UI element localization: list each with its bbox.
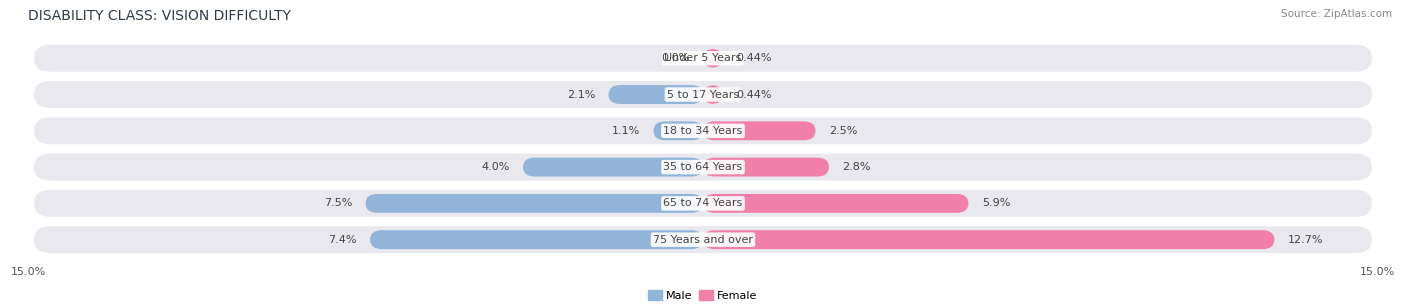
- FancyBboxPatch shape: [370, 230, 703, 249]
- Text: 2.5%: 2.5%: [830, 126, 858, 136]
- FancyBboxPatch shape: [703, 49, 723, 68]
- Text: 0.44%: 0.44%: [737, 90, 772, 99]
- FancyBboxPatch shape: [32, 152, 1374, 182]
- Text: 7.4%: 7.4%: [328, 235, 357, 245]
- Text: 5 to 17 Years: 5 to 17 Years: [666, 90, 740, 99]
- Text: Under 5 Years: Under 5 Years: [665, 53, 741, 63]
- FancyBboxPatch shape: [32, 116, 1374, 146]
- FancyBboxPatch shape: [32, 225, 1374, 254]
- Text: 2.8%: 2.8%: [842, 162, 870, 172]
- Bar: [700, 55, 703, 61]
- FancyBboxPatch shape: [32, 43, 1374, 73]
- Text: 35 to 64 Years: 35 to 64 Years: [664, 162, 742, 172]
- Text: 65 to 74 Years: 65 to 74 Years: [664, 199, 742, 208]
- Text: 0.0%: 0.0%: [661, 53, 689, 63]
- FancyBboxPatch shape: [32, 188, 1374, 218]
- FancyBboxPatch shape: [609, 85, 703, 104]
- FancyBboxPatch shape: [523, 158, 703, 177]
- FancyBboxPatch shape: [32, 80, 1374, 109]
- Text: 12.7%: 12.7%: [1288, 235, 1323, 245]
- FancyBboxPatch shape: [703, 158, 830, 177]
- FancyBboxPatch shape: [366, 194, 703, 213]
- FancyBboxPatch shape: [703, 85, 723, 104]
- Text: 0.44%: 0.44%: [737, 53, 772, 63]
- Text: 7.5%: 7.5%: [323, 199, 352, 208]
- Text: DISABILITY CLASS: VISION DIFFICULTY: DISABILITY CLASS: VISION DIFFICULTY: [28, 9, 291, 23]
- FancyBboxPatch shape: [703, 194, 969, 213]
- Text: 4.0%: 4.0%: [481, 162, 509, 172]
- Text: 1.1%: 1.1%: [612, 126, 640, 136]
- FancyBboxPatch shape: [703, 230, 1274, 249]
- Text: 2.1%: 2.1%: [567, 90, 595, 99]
- Text: 5.9%: 5.9%: [981, 199, 1011, 208]
- FancyBboxPatch shape: [654, 121, 703, 140]
- Legend: Male, Female: Male, Female: [644, 286, 762, 304]
- Text: Source: ZipAtlas.com: Source: ZipAtlas.com: [1281, 9, 1392, 19]
- FancyBboxPatch shape: [703, 121, 815, 140]
- Text: 18 to 34 Years: 18 to 34 Years: [664, 126, 742, 136]
- Text: 75 Years and over: 75 Years and over: [652, 235, 754, 245]
